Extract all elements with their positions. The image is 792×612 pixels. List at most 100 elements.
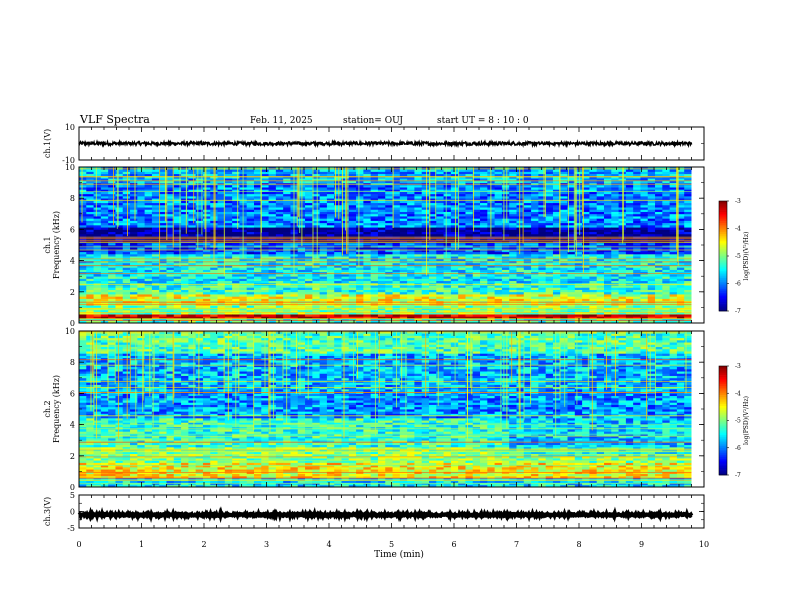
spectrogram-cell bbox=[93, 245, 102, 248]
spectrogram-cell bbox=[261, 200, 269, 204]
spectrogram-cell bbox=[195, 287, 204, 290]
spectrogram-cell bbox=[326, 216, 335, 219]
spectrogram-cell bbox=[261, 195, 269, 199]
spectrogram-cell bbox=[122, 187, 131, 190]
spectrogram-cell bbox=[217, 204, 226, 208]
spectrogram-cell bbox=[195, 209, 204, 212]
spectrogram-cell bbox=[130, 184, 138, 188]
spectrogram-cell bbox=[79, 198, 87, 201]
spectrogram-cell bbox=[108, 294, 116, 297]
spectrogram-cell bbox=[151, 173, 160, 177]
spectrogram-cell bbox=[334, 180, 342, 183]
spectrogram-cell bbox=[173, 224, 182, 228]
spectrogram-cell bbox=[232, 240, 240, 244]
spectrogram-cell bbox=[202, 198, 211, 201]
spectrogram-cell bbox=[268, 256, 277, 259]
spectrogram-cell bbox=[305, 204, 313, 208]
spectrogram-cell bbox=[181, 320, 189, 324]
spectrogram-cell bbox=[122, 238, 131, 241]
spectrogram-cell bbox=[254, 262, 262, 266]
spectrogram-cell bbox=[210, 296, 218, 299]
spectrogram-cell bbox=[93, 180, 102, 183]
spectrogram-cell bbox=[188, 247, 197, 250]
spectrogram-cell bbox=[144, 216, 153, 219]
spectrogram-cell bbox=[261, 191, 269, 195]
spectrogram-cell bbox=[217, 224, 226, 228]
spectrogram-cell bbox=[275, 253, 284, 257]
spectrogram-cell bbox=[275, 285, 284, 288]
spectrogram-cell bbox=[232, 245, 240, 248]
spectrogram-cell bbox=[188, 222, 197, 226]
spectrogram-cell bbox=[326, 285, 335, 288]
spectrogram-cell bbox=[195, 216, 204, 219]
spectrogram-cell bbox=[144, 238, 153, 241]
spectrogram-cell bbox=[305, 171, 313, 175]
spectrogram-cell bbox=[217, 294, 226, 297]
spectrogram-cell bbox=[151, 309, 160, 313]
spectrogram-cell bbox=[173, 247, 182, 250]
spectrogram-cell bbox=[305, 320, 313, 324]
spectrogram-cell bbox=[86, 269, 94, 273]
spectrogram-cell bbox=[224, 213, 233, 217]
spectrogram-cell bbox=[108, 167, 116, 170]
spectrogram-cell bbox=[137, 178, 146, 181]
spectrogram-cell bbox=[275, 213, 284, 217]
spectrogram-cell bbox=[254, 167, 262, 170]
spectrogram-cell bbox=[297, 247, 306, 250]
spectrogram-cell bbox=[319, 191, 328, 195]
spectrogram-cell bbox=[268, 309, 277, 313]
spectrogram-cell bbox=[246, 218, 255, 221]
spectrogram-cell bbox=[305, 169, 313, 172]
spectrogram-cell bbox=[224, 296, 233, 299]
spectrogram-cell bbox=[115, 180, 124, 183]
spectrogram-cell bbox=[232, 305, 240, 308]
spectrogram-cell bbox=[334, 178, 342, 181]
spectrogram-cell bbox=[319, 247, 328, 250]
spectrogram-cell bbox=[224, 289, 233, 293]
spectrogram-cell bbox=[326, 195, 335, 199]
spectrogram-cell bbox=[159, 187, 167, 190]
spectrogram-cell bbox=[159, 265, 167, 268]
spectrogram-cell bbox=[130, 220, 138, 224]
spectrogram-cell bbox=[93, 311, 102, 315]
spectrogram-cell bbox=[202, 314, 211, 317]
spectrogram-cell bbox=[86, 173, 94, 177]
spectrogram-cell bbox=[93, 191, 102, 195]
spectrogram-cell bbox=[86, 195, 94, 199]
spectrogram-cell bbox=[151, 242, 160, 246]
spectrogram-cell bbox=[195, 200, 204, 204]
spectrogram-cell bbox=[261, 249, 269, 253]
spectrogram-cell bbox=[144, 311, 153, 315]
spectrogram-cell bbox=[268, 202, 277, 206]
spectrogram-cell bbox=[188, 240, 197, 244]
spectrogram-cell bbox=[246, 198, 255, 201]
spectrogram-cell bbox=[122, 305, 131, 308]
spectrogram-cell bbox=[159, 224, 167, 228]
spectrogram-cell bbox=[290, 291, 299, 295]
spectrogram-cell bbox=[115, 273, 124, 277]
spectrogram-cell bbox=[144, 178, 153, 181]
spectrogram-cell bbox=[246, 220, 255, 224]
spectrogram-cell bbox=[254, 258, 262, 261]
spectrogram-cell bbox=[341, 314, 350, 317]
spectrogram-cell bbox=[283, 320, 291, 324]
spectrogram-cell bbox=[86, 273, 94, 277]
spectrogram-cell bbox=[224, 294, 233, 297]
spectrogram-cell bbox=[159, 202, 167, 206]
spectrogram-cell bbox=[217, 189, 226, 192]
spectrogram-cell bbox=[334, 193, 342, 197]
spectrogram-cell bbox=[159, 220, 167, 224]
spectrogram-cell bbox=[268, 249, 277, 253]
spectrogram-cell bbox=[254, 240, 262, 244]
spectrogram-cell bbox=[115, 193, 124, 197]
spectrogram-cell bbox=[232, 316, 240, 319]
spectrogram-cell bbox=[217, 247, 226, 250]
spectrogram-cell bbox=[173, 253, 182, 257]
spectrogram-cell bbox=[334, 222, 342, 226]
spectrogram-cell bbox=[246, 238, 255, 241]
spectrogram-cell bbox=[137, 231, 146, 235]
spectrogram-cell bbox=[108, 202, 116, 206]
spectrogram-cell bbox=[108, 251, 116, 255]
spectrogram-cell bbox=[246, 253, 255, 257]
spectrogram-cell bbox=[202, 289, 211, 293]
